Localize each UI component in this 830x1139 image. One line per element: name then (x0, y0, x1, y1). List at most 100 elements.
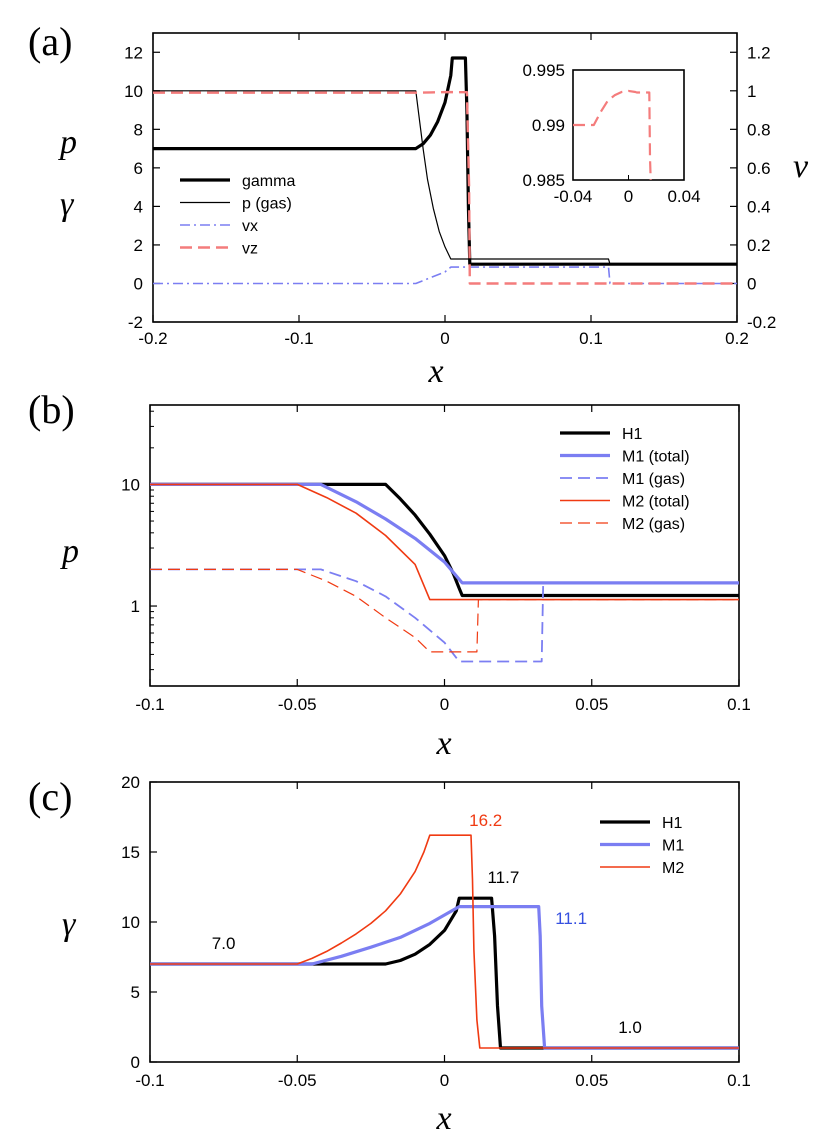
panel-c-series (150, 834, 739, 1050)
inset-y-tick-label: 0.995 (522, 61, 565, 80)
y-tick-label: 5 (131, 983, 140, 1002)
y-tick-label: 2 (134, 236, 143, 255)
legend-b-label: M1 (gas) (622, 471, 685, 488)
x-tick-label: 0.1 (727, 695, 751, 714)
x-tick-label: 0.05 (575, 695, 608, 714)
panel-b-series (150, 482, 739, 663)
y-tick-label: 20 (121, 773, 140, 792)
inset-frame (572, 69, 685, 181)
panel-c-annotations: 16.2 11.7 11.1 7.0 1.0 (212, 811, 642, 1037)
legend-a-label: vx (242, 218, 258, 235)
y2-tick-label: -0.2 (747, 313, 776, 332)
panel-a-ylabel-v: v (793, 148, 809, 185)
legend-a-label: p (gas) (242, 196, 292, 213)
panel-a: (a) p γ v x -0.2 -0.1 0 0.1 0.2-2024681012-0… (28, 19, 809, 390)
panel-b-ylabel: p (60, 533, 79, 570)
legend-b-label: H1 (622, 426, 643, 443)
x-tick-label: 0.05 (575, 1071, 608, 1090)
y-tick-label: 10 (121, 475, 140, 494)
panel-a-series (153, 56, 737, 285)
inset-x-tick-label: -0.04 (554, 187, 593, 206)
y-tick-label: 6 (134, 159, 143, 178)
annotation-label: 1.0 (618, 1018, 642, 1037)
series-vz (153, 90, 737, 285)
x-tick-label: -0.2 (138, 329, 167, 348)
panel-c-label: (c) (28, 774, 72, 819)
panel-b-legend: H1 M1 (total) M1 (gas) M2 (total) M2 (gas) (560, 426, 690, 533)
y2-tick-label: 0 (747, 274, 756, 293)
x-tick-label: -0.05 (278, 1071, 317, 1090)
y-tick-label: 10 (124, 82, 143, 101)
panel-c-frame (149, 781, 740, 1063)
x-tick-label: 0 (440, 1071, 449, 1090)
panel-b-axes: -0.1 -0.05 0 0.05 0.1 1 10 (121, 404, 751, 714)
legend-b-label: M2 (gas) (622, 516, 685, 533)
panel-a-inset: -0.04 0 0.04 0.985 0.99 0.995 (522, 61, 700, 206)
panel-c-axes: -0.1 -0.05 0 0.05 0.1 0 5 10 15 20 (121, 773, 751, 1090)
y-tick-label: 12 (124, 43, 143, 62)
series-m2-gas- (150, 568, 739, 653)
legend-a-label: vz (242, 241, 258, 258)
y2-tick-label: 1 (747, 82, 756, 101)
x-tick-label: 0 (440, 695, 449, 714)
series-h1 (150, 896, 739, 1050)
legend-b-label: M1 (total) (622, 449, 690, 466)
series-m2 (150, 834, 739, 1049)
y2-tick-label: 0.6 (747, 159, 771, 178)
legend-b-label: M2 (total) (622, 494, 690, 511)
inset-x-tick-label: 0 (624, 187, 633, 206)
panel-c: (c) γ x -0.1 -0.05 0 0.05 0.1 0 5 10 15 20 H1 M1 M2… (28, 773, 751, 1137)
y-tick-label: 4 (134, 197, 143, 216)
annotation-label: 7.0 (212, 934, 236, 953)
series-p-gas- (153, 90, 737, 265)
legend-c-label: M1 (662, 838, 684, 855)
y2-tick-label: 1.2 (747, 43, 771, 62)
x-tick-label: -0.1 (135, 1071, 164, 1090)
series-h1 (150, 482, 739, 598)
legend-a-label: gamma (242, 173, 295, 190)
panel-b-xlabel: x (435, 725, 451, 762)
y-tick-label: -2 (128, 313, 143, 332)
annotation-label: 11.1 (555, 909, 587, 928)
y-tick-label: 0 (131, 1053, 140, 1072)
inset-y-tick-label: 0.985 (522, 171, 565, 190)
legend-c-label: H1 (662, 815, 683, 832)
panel-c-xlabel: x (435, 1100, 451, 1137)
panel-a-xlabel: x (427, 353, 443, 390)
legend-c-label: M2 (662, 860, 684, 877)
inset-y-tick-label: 0.99 (532, 116, 565, 135)
x-tick-label: -0.05 (278, 695, 317, 714)
panel-b: (b) p x -0.1 -0.05 0 0.05 0.1 1 10 H1 M1 (total… (28, 387, 751, 762)
panel-a-axes: -0.2 -0.1 0 0.1 0.2 -2 0 2 4 6 8 10 12 -0.2 0 0.2 0.4 0.6… (124, 32, 776, 348)
y-tick-label: 15 (121, 843, 140, 862)
y-tick-label: 0 (134, 274, 143, 293)
series-m1-gas- (150, 568, 739, 663)
panel-a-ylabel-gamma: γ (60, 186, 75, 223)
x-tick-label: 0.1 (727, 1071, 751, 1090)
series-m2-total- (150, 483, 739, 601)
panel-a-legend: gamma p (gas) vx vz (180, 173, 295, 258)
panel-a-ylabel-p: p (58, 124, 77, 161)
x-tick-label: 0.2 (725, 329, 749, 348)
series-m1 (150, 904, 739, 1050)
panel-a-label: (a) (28, 19, 72, 64)
panel-c-ylabel: γ (62, 906, 77, 943)
series-m1-total- (150, 482, 739, 585)
x-tick-label: -0.1 (284, 329, 313, 348)
series-gamma (153, 56, 737, 266)
panel-c-legend: H1 M1 M2 (600, 815, 684, 877)
x-tick-label: 0.1 (579, 329, 603, 348)
y-tick-label: 1 (131, 597, 140, 616)
annotation-label: 11.7 (487, 868, 519, 887)
y2-tick-label: 0.4 (747, 197, 771, 216)
panel-b-label: (b) (28, 387, 75, 432)
y2-tick-label: 0.8 (747, 120, 771, 139)
y2-tick-label: 0.2 (747, 236, 771, 255)
y-tick-label: 10 (121, 913, 140, 932)
x-tick-label: -0.1 (135, 695, 164, 714)
inset-x-tick-label: 0.04 (667, 187, 700, 206)
series-vx (153, 266, 737, 285)
annotation-label: 16.2 (469, 811, 502, 830)
y-tick-label: 8 (134, 120, 143, 139)
